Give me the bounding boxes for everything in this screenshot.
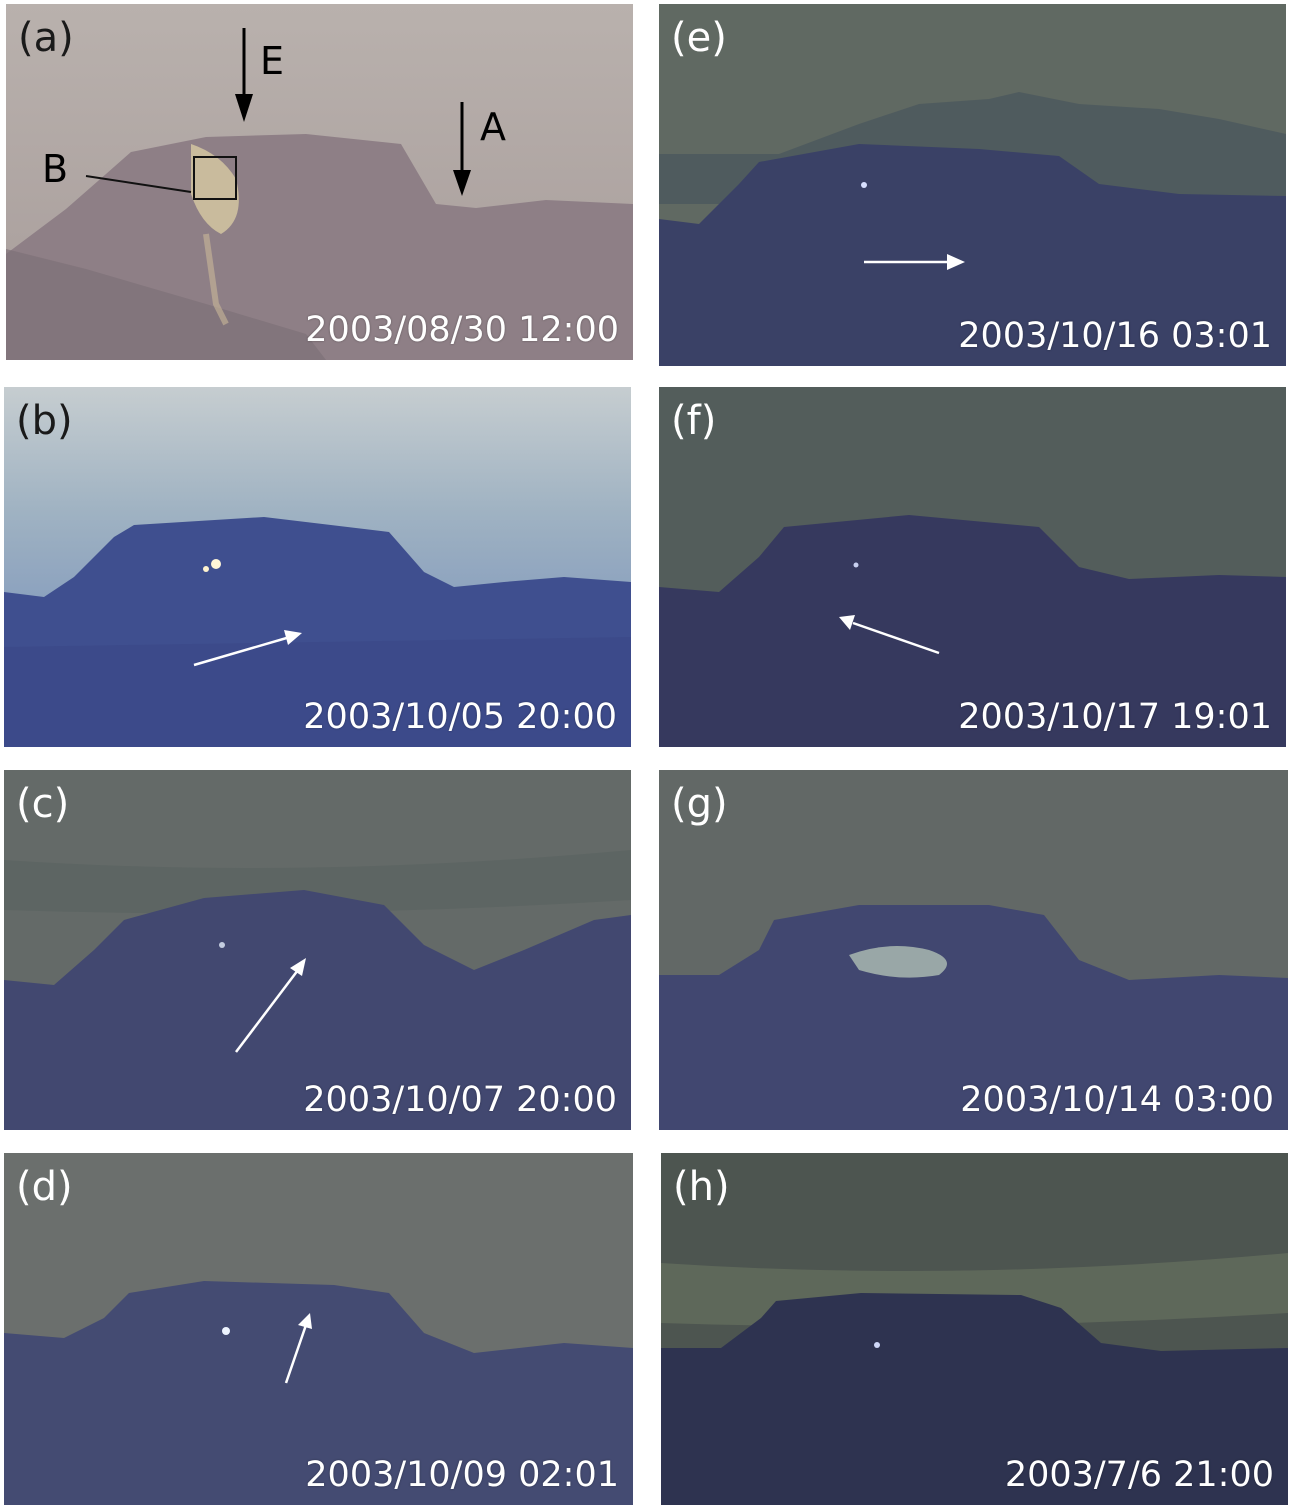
timestamp: 2003/7/6 21:00: [1004, 1455, 1274, 1495]
panel-d-image: [4, 1153, 633, 1505]
marker-b: B: [42, 147, 69, 191]
panel-label: (a): [18, 15, 74, 61]
arrow-e-head: [235, 94, 253, 122]
arrow: [193, 635, 291, 667]
marker-a: A: [480, 105, 506, 149]
arrow: [235, 969, 299, 1053]
panel-label: (b): [16, 398, 73, 444]
marker-e: E: [260, 39, 285, 83]
panel-e-image: [659, 4, 1286, 366]
timestamp: 2003/10/05 20:00: [303, 697, 617, 737]
timestamp: 2003/10/17 19:01: [958, 697, 1272, 737]
panel-g: (g) 2003/10/14 03:00: [659, 770, 1288, 1130]
panel-h: (h) 2003/7/6 21:00: [661, 1153, 1288, 1505]
panel-d: (d) 2003/10/09 02:01: [4, 1153, 633, 1505]
timestamp: 2003/10/16 03:01: [958, 316, 1272, 356]
panel-h-image: [661, 1153, 1288, 1505]
panel-f: (f) 2003/10/17 19:01: [659, 387, 1286, 747]
panel-a: (a) E A B 2003/08/30 12:00: [6, 4, 633, 360]
panel-label: (d): [16, 1164, 73, 1210]
arrow: [852, 621, 940, 655]
panel-label: (f): [671, 398, 717, 444]
panel-label: (g): [671, 781, 728, 827]
timestamp: 2003/10/09 02:01: [305, 1455, 619, 1495]
arrow-a-head: [453, 170, 471, 196]
panel-b-image: [4, 387, 631, 747]
panel-label: (e): [671, 15, 727, 61]
panel-g-image: [659, 770, 1288, 1130]
panel-e: (e) 2003/10/16 03:01: [659, 4, 1286, 366]
panel-label: (h): [673, 1164, 730, 1210]
panel-c-image: [4, 770, 631, 1130]
panel-b: (b) 2003/10/05 20:00: [4, 387, 631, 747]
region-b-box: [193, 156, 237, 200]
timestamp: 2003/10/14 03:00: [960, 1080, 1274, 1120]
panel-c: (c) 2003/10/07 20:00: [4, 770, 631, 1130]
timestamp: 2003/08/30 12:00: [305, 310, 619, 350]
panel-a-image: [6, 4, 633, 360]
panel-label: (c): [16, 781, 70, 827]
panel-f-image: [659, 387, 1286, 747]
region-b-leader: [85, 175, 192, 193]
timestamp: 2003/10/07 20:00: [303, 1080, 617, 1120]
arrow: [284, 1324, 308, 1384]
